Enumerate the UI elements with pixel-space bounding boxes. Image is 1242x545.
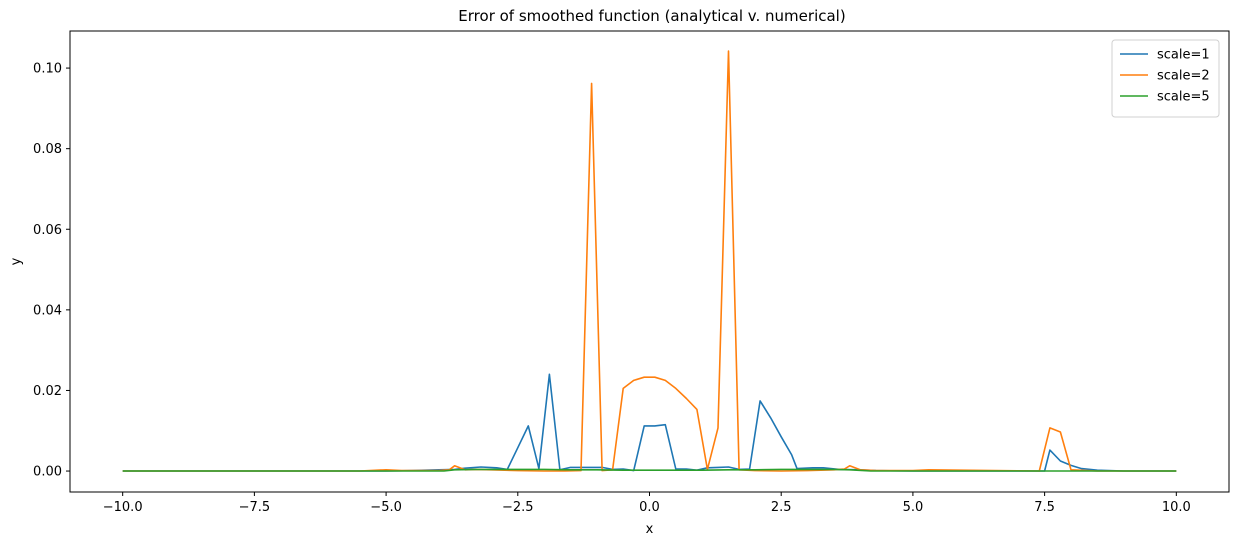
y-tick-label: 0.06 [33, 223, 62, 238]
x-tick-label: 2.5 [771, 500, 792, 515]
series-line-3 [122, 468, 1177, 472]
y-tick-label: 0.04 [33, 303, 62, 318]
legend-box [1111, 39, 1220, 118]
y-tick-label: 0.10 [33, 62, 62, 77]
y-tick-label: 0.02 [33, 384, 62, 399]
y-tick-label: 0.08 [33, 142, 62, 157]
x-tick-label: 0.0 [639, 500, 660, 515]
legend-label: scale=5 [1157, 90, 1210, 105]
plot-frame [69, 30, 1230, 493]
legend: scale=1 scale=2 scale=5 [1111, 39, 1220, 118]
x-tick-label: −5.0 [370, 500, 402, 515]
x-tick-label: 10.0 [1162, 500, 1191, 515]
x-tick-label: −10.0 [103, 500, 143, 515]
x-tick-label: 7.5 [1034, 500, 1055, 515]
y-tick-label: 0.00 [33, 465, 62, 480]
x-axis: −10.0 −7.5 −5.0 −2.5 0.0 2.5 5.0 7.5 10.0 [103, 492, 1191, 515]
x-tick-label: −2.5 [502, 500, 534, 515]
series-layer [122, 50, 1177, 472]
y-axis: 0.00 0.02 0.04 0.06 0.08 0.10 [33, 62, 70, 480]
x-axis-label: x [646, 522, 654, 537]
x-tick-label: 5.0 [903, 500, 924, 515]
y-axis-label: y [9, 257, 24, 265]
legend-label: scale=2 [1157, 69, 1210, 84]
legend-label: scale=1 [1157, 48, 1210, 63]
chart-title: Error of smoothed function (analytical v… [458, 7, 845, 25]
x-tick-label: −7.5 [239, 500, 271, 515]
